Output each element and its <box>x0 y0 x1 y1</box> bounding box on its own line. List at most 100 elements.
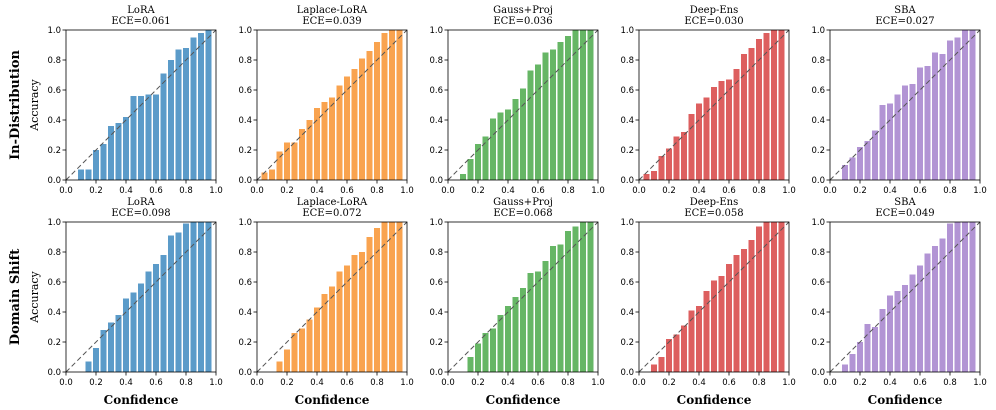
panel-title: Laplace-LoRA <box>297 197 368 208</box>
bar <box>276 361 283 372</box>
bar <box>580 222 586 372</box>
x-tick-label: 1.0 <box>973 186 987 196</box>
y-tick-label: 0.6 <box>429 278 443 288</box>
y-tick-label: 0.6 <box>811 278 825 288</box>
y-tick-label: 1.0 <box>47 26 61 36</box>
y-tick-label: 0.8 <box>47 56 61 66</box>
panel-title: Laplace-LoRA <box>297 5 368 16</box>
x-tick-label: 0.6 <box>149 378 163 388</box>
bar <box>276 151 283 180</box>
y-tick-label: 0.0 <box>620 176 634 186</box>
bar <box>864 324 871 372</box>
y-tick-label: 0.4 <box>47 116 61 126</box>
y-tick-label: 1.0 <box>811 26 825 36</box>
bar <box>535 64 541 180</box>
bar <box>269 169 275 180</box>
x-tick-label: 0.4 <box>692 378 706 388</box>
x-tick-label: 0.8 <box>370 186 384 196</box>
panel-title: LoRA <box>127 197 155 208</box>
bar <box>138 96 144 180</box>
x-tick-label: 0.0 <box>823 378 837 388</box>
x-tick-label: 0.6 <box>722 378 736 388</box>
bar <box>175 232 182 372</box>
bar <box>520 88 526 180</box>
bar <box>939 238 946 372</box>
bar <box>284 142 290 180</box>
x-tick-label: 0.2 <box>853 186 867 196</box>
bar <box>175 49 182 180</box>
x-tick-label: 0.8 <box>943 378 957 388</box>
bar <box>505 306 511 372</box>
bar <box>123 117 129 180</box>
y-axis-label: Accuracy <box>28 78 41 131</box>
y-tick-label: 0.0 <box>238 176 252 186</box>
x-tick-label: 1.0 <box>400 186 414 196</box>
bar <box>93 348 99 372</box>
panel-sba-shift: 0.00.0 0.2 0.2 0.4 0.4 0.6 0.6 0.8 0.8 1.0 1.0 SBAE… <box>811 197 986 407</box>
y-tick-label: 0.2 <box>811 338 825 348</box>
bar <box>389 222 395 372</box>
bar <box>651 171 657 180</box>
panel-ece: ECE=0.068 <box>493 208 552 219</box>
x-tick-label: 0.8 <box>179 378 193 388</box>
y-tick-label: 0.6 <box>811 86 825 96</box>
bar <box>527 70 534 180</box>
bar <box>138 283 144 372</box>
bar <box>329 286 335 372</box>
bar <box>932 52 938 180</box>
x-axis-label: Confidence <box>104 393 179 407</box>
panel-title: LoRA <box>127 5 155 16</box>
y-tick-label: 0.6 <box>620 86 634 96</box>
bar <box>894 291 901 372</box>
bar <box>78 169 84 180</box>
bar <box>115 315 122 372</box>
x-tick-label: 0.4 <box>310 186 324 196</box>
bar <box>198 33 204 180</box>
bar <box>85 361 92 372</box>
bar <box>497 112 504 180</box>
y-tick-label: 1.0 <box>620 26 634 36</box>
panel-gauss-proj-shift: 0.00.0 0.2 0.2 0.4 0.4 0.6 0.6 0.8 0.8 1.0 1.0 Gaus… <box>429 197 604 407</box>
bar <box>872 327 878 372</box>
bar <box>909 84 916 180</box>
panel-ece: ECE=0.027 <box>875 16 934 27</box>
y-tick-label: 1.0 <box>429 218 443 228</box>
y-tick-label: 0.4 <box>429 116 443 126</box>
bar <box>351 255 358 372</box>
panel-ece: ECE=0.058 <box>684 208 743 219</box>
y-tick-label: 0.8 <box>47 248 61 258</box>
y-tick-label: 0.8 <box>620 248 634 258</box>
x-axis-label: Confidence <box>295 393 370 407</box>
perfect-calibration-line <box>256 29 408 181</box>
bar <box>314 108 320 180</box>
bar <box>261 172 268 180</box>
bar <box>703 291 710 372</box>
bar <box>696 103 702 180</box>
x-tick-label: 0.0 <box>59 378 73 388</box>
bar <box>962 30 968 180</box>
bar <box>969 222 976 372</box>
x-tick-label: 1.0 <box>782 378 796 388</box>
y-tick-label: 0.8 <box>429 248 443 258</box>
bar <box>190 37 197 180</box>
bar <box>512 297 519 372</box>
axes-frame <box>638 29 790 181</box>
x-tick-label: 0.0 <box>250 378 264 388</box>
x-tick-label: 0.0 <box>632 186 646 196</box>
axes-frame <box>65 221 217 373</box>
y-tick-label: 1.0 <box>811 218 825 228</box>
row-label-in-distribution: In-Distribution <box>8 50 23 160</box>
bar <box>902 85 908 180</box>
bar <box>688 114 695 180</box>
bar <box>771 222 777 372</box>
bar <box>93 150 99 180</box>
panel-ece: ECE=0.072 <box>302 208 361 219</box>
bar <box>306 120 313 180</box>
x-tick-label: 0.8 <box>561 186 575 196</box>
bar <box>366 237 373 372</box>
bar <box>778 30 785 180</box>
x-tick-label: 0.0 <box>59 186 73 196</box>
bar <box>366 51 373 180</box>
bar <box>359 58 365 180</box>
bar <box>872 130 878 180</box>
